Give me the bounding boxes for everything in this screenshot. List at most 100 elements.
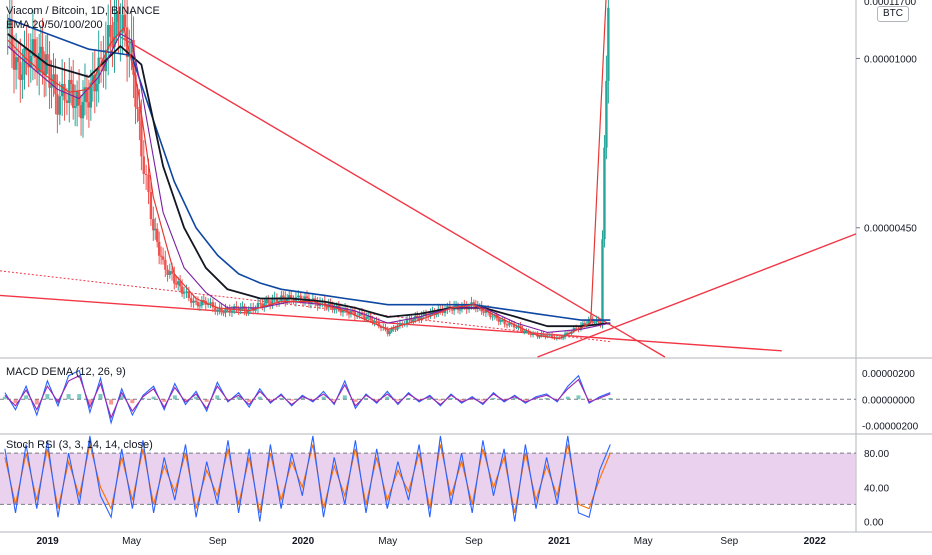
macd-hist-bar xyxy=(257,396,262,400)
candle-body xyxy=(16,57,20,63)
candle-body xyxy=(173,273,176,284)
candle-body xyxy=(597,319,600,323)
candle-body xyxy=(70,79,73,85)
stoch-legend[interactable]: Stoch RSI (3, 3, 14, 14, close) xyxy=(6,439,153,451)
candle-body xyxy=(196,302,200,307)
trendline xyxy=(0,294,782,352)
candle-body xyxy=(339,308,343,313)
candle-body xyxy=(282,295,285,298)
candle-body xyxy=(525,330,528,332)
macd-hist-bar xyxy=(321,396,326,400)
stoch-band xyxy=(0,453,856,505)
ema200-line xyxy=(7,17,611,321)
macd-hist-bar xyxy=(608,397,613,400)
macd-hist-bar xyxy=(406,397,411,400)
time-tick-label: 2021 xyxy=(548,536,571,547)
macd-hist-bar xyxy=(87,399,92,405)
ema-legend[interactable]: EMA 20/50/100/200 xyxy=(6,19,103,31)
candle-body xyxy=(230,310,234,313)
macd-hist-bar xyxy=(449,397,454,400)
candle-body xyxy=(347,312,351,315)
candle-body xyxy=(194,300,198,303)
candle-body xyxy=(353,311,357,316)
candle-body xyxy=(41,46,44,72)
candle-body xyxy=(97,57,100,84)
macd-hist-bar xyxy=(77,394,82,400)
macd-hist-bar xyxy=(140,397,145,400)
time-tick-label: Sep xyxy=(209,536,227,547)
macd-hist-bar xyxy=(502,399,507,401)
candle-body xyxy=(68,79,71,103)
candle-body xyxy=(147,174,150,192)
candle-body xyxy=(325,306,328,308)
dotted-trendline xyxy=(0,270,611,343)
candle-body xyxy=(265,299,268,304)
trendlines[interactable] xyxy=(0,36,857,358)
candle-body xyxy=(99,57,103,59)
macd-legend[interactable]: MACD DEMA (12, 26, 9) xyxy=(6,366,126,378)
candle-body xyxy=(284,297,287,302)
signal-line xyxy=(4,374,611,420)
candle-body xyxy=(190,298,193,303)
currency-badge[interactable]: BTC xyxy=(877,6,909,22)
macd-hist-bar xyxy=(597,397,602,400)
candle-body xyxy=(142,156,145,175)
symbol-legend[interactable]: Viacom / Bitcoin, 1D, BINANCE xyxy=(6,5,160,17)
candle-body xyxy=(303,296,307,301)
candle-body xyxy=(170,271,174,274)
candle-body xyxy=(214,307,217,312)
candle-body xyxy=(297,295,300,298)
macd-hist-bar xyxy=(279,397,284,400)
candle-body xyxy=(216,309,219,312)
candle-body xyxy=(358,312,361,316)
candle-body xyxy=(256,303,260,309)
symbol-title[interactable]: Viacom / Bitcoin, 1D, BINANCE xyxy=(6,5,160,17)
macd-hist-bar xyxy=(438,399,443,401)
macd-hist-bar xyxy=(310,399,315,401)
candle-body xyxy=(605,80,608,148)
macd-hist-bar xyxy=(332,399,337,401)
candle-body xyxy=(109,25,112,37)
time-axis[interactable]: 2019 May Sep 2020 May Sep 2021 May Sep 2022 xyxy=(36,536,826,547)
macd-hist-bar xyxy=(353,399,358,402)
candle-body xyxy=(73,106,77,108)
candle-body xyxy=(93,74,96,92)
candle-body xyxy=(601,239,604,326)
macd-hist-bar xyxy=(512,397,517,400)
candle-body xyxy=(398,323,402,326)
ema100-line xyxy=(7,33,611,328)
stoch-k-line xyxy=(4,435,611,522)
macd-hist-bar xyxy=(183,399,188,402)
time-tick-label: 2019 xyxy=(36,536,59,547)
price-tick-label: 0.00001000 xyxy=(864,54,917,65)
candle-body xyxy=(521,328,524,332)
macd-hist-bar xyxy=(204,399,209,402)
candle-body xyxy=(241,306,244,308)
macd-hist-bar xyxy=(342,395,347,400)
ema-title[interactable]: EMA 20/50/100/200 xyxy=(6,19,103,31)
macd-hist-bar xyxy=(236,396,241,400)
macd-tick-label: 0.00000000 xyxy=(862,395,915,406)
candle-body xyxy=(254,308,257,311)
macd-title[interactable]: MACD DEMA (12, 26, 9) xyxy=(6,366,126,378)
candle-body xyxy=(102,58,105,72)
candle-body xyxy=(14,57,18,70)
macd-hist-bar xyxy=(480,399,485,401)
candle-body xyxy=(574,328,578,330)
candle-body xyxy=(46,54,49,60)
candle-body xyxy=(178,281,182,287)
candle-body xyxy=(454,305,458,307)
candle-body xyxy=(8,20,11,28)
candle-body xyxy=(363,315,366,319)
time-tick-label: May xyxy=(378,536,397,547)
candle-body xyxy=(515,327,518,329)
candle-body xyxy=(95,83,98,92)
candle-body xyxy=(443,309,447,314)
stoch-title[interactable]: Stoch RSI (3, 3, 14, 14, close) xyxy=(6,439,153,451)
macd-tick-label: -0.00000200 xyxy=(862,421,919,432)
candle-body xyxy=(472,302,476,306)
candle-body xyxy=(486,309,490,312)
candle-body xyxy=(176,281,180,285)
price-axis[interactable]: 0.000110000.000100000.000090000.00008000… xyxy=(0,0,923,528)
